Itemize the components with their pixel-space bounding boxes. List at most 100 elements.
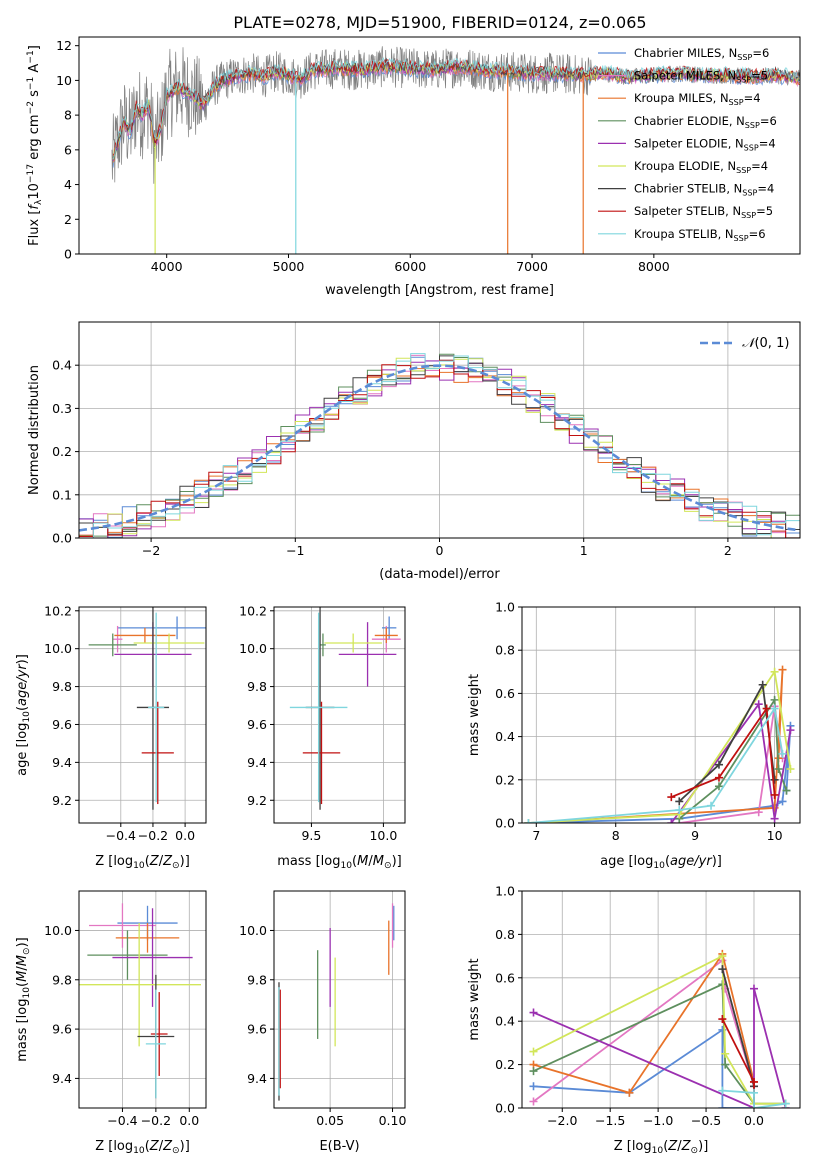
y-tick-label: 10.2 bbox=[239, 603, 267, 618]
y-tick-label: 0.2 bbox=[52, 444, 72, 459]
y-tick-label: 8 bbox=[64, 108, 72, 123]
y-tick-label: 10 bbox=[56, 73, 72, 88]
plot-area bbox=[111, 46, 800, 254]
y-tick-label: 10.0 bbox=[44, 923, 72, 938]
spectrum-panel: 4000 5000 6000 7000 8000 0 2 4 6 8 10 12 wavelength … bbox=[26, 36, 801, 298]
legend-label: Salpeter MILES, NSSP=5 bbox=[634, 69, 768, 85]
axes-frame bbox=[521, 606, 801, 824]
legend-label: Kroupa MILES, NSSP=4 bbox=[634, 91, 761, 107]
x-tick-label: 7000 bbox=[516, 259, 548, 274]
mass-weight-marker bbox=[770, 704, 779, 713]
mass-weight-marker bbox=[778, 797, 787, 806]
mass-weight-marker bbox=[718, 952, 727, 961]
y-tick-label: 0.4 bbox=[495, 1014, 515, 1029]
mass-weight-marker bbox=[675, 797, 684, 806]
mass-weight-line bbox=[533, 951, 755, 1094]
mass-weight-marker bbox=[675, 806, 684, 815]
mass-weight-marker bbox=[786, 765, 795, 773]
axes-frame bbox=[521, 890, 801, 1109]
y-tick-label: 0 bbox=[64, 247, 72, 262]
y-tick-label: 9.4 bbox=[52, 755, 72, 770]
y-tick-label: 9.6 bbox=[247, 1022, 267, 1037]
y-tick-label: 0.6 bbox=[495, 970, 515, 985]
legend-label: Salpeter STELIB, NSSP=5 bbox=[634, 204, 773, 220]
y-axis-label: Flux [fλ10−17 erg cm−2 s−1 A−1] bbox=[26, 45, 44, 246]
x-tick-label: 10 bbox=[767, 828, 783, 843]
y-tick-label: 0.8 bbox=[495, 927, 515, 942]
y-tick-label: 6 bbox=[64, 142, 72, 157]
plot-area bbox=[79, 903, 201, 1099]
y-tick-label: 12 bbox=[56, 38, 72, 53]
y-tick-label: 1.0 bbox=[495, 600, 515, 615]
mass-weight-marker bbox=[774, 765, 783, 773]
x-tick-label: 5000 bbox=[273, 259, 305, 274]
y-tick-label: 0.4 bbox=[495, 729, 515, 744]
mass-weight-line bbox=[670, 701, 792, 823]
y-tick-label: 9.4 bbox=[247, 755, 267, 770]
x-tick-label: 10.0 bbox=[369, 828, 397, 843]
y-tick-label: 0.6 bbox=[495, 686, 515, 701]
mass-weight-marker bbox=[529, 1047, 538, 1056]
mass-weight-marker bbox=[770, 790, 779, 799]
mass-weight-marker bbox=[786, 726, 795, 735]
y-tick-label: 9.8 bbox=[247, 972, 267, 987]
x-axis-label: Z [log10(Z/Z⊙)] bbox=[95, 854, 190, 871]
mass-weight-line bbox=[533, 982, 786, 1105]
x-tick-label: −1 bbox=[286, 543, 304, 558]
x-tick-label: 2 bbox=[724, 543, 732, 558]
mass-vs-ebv-panel: 0.05 0.10 9.4 9.6 9.8 10.0 E(B-V) bbox=[239, 890, 407, 1154]
x-tick-label: 9 bbox=[691, 828, 699, 843]
y-tick-label: 0.2 bbox=[495, 1057, 515, 1072]
mass-weight-marker bbox=[749, 1104, 758, 1108]
y-axis-label: mass weight bbox=[467, 958, 482, 1040]
age-vs-mass-panel: 9.5 10.0 9.2 9.4 9.6 9.8 10.0 10.2 mass [log10(M… bbox=[239, 603, 406, 871]
legend-label: Chabrier MILES, NSSP=6 bbox=[634, 46, 769, 62]
axes-frame bbox=[273, 606, 406, 824]
mass-weight-marker bbox=[718, 1015, 727, 1024]
x-tick-label: 0 bbox=[436, 543, 444, 558]
y-tick-label: 10.2 bbox=[44, 603, 72, 618]
mass-weight-marker bbox=[718, 1086, 727, 1095]
mass-weight-marker bbox=[781, 1099, 790, 1108]
mass-weight-marker bbox=[667, 793, 676, 802]
mass-weight-marker bbox=[524, 819, 533, 823]
mass-weight-line bbox=[528, 706, 784, 823]
x-tick-label: −0.2 bbox=[141, 1113, 171, 1128]
x-tick-label: 0.10 bbox=[379, 1113, 407, 1128]
mass-weight-marker bbox=[770, 667, 779, 676]
gridlines bbox=[522, 606, 800, 824]
mass-weight-vs-age-panel: 7 8 9 10 0.0 0.2 0.4 0.6 0.8 1.0 age [log10(age/yr… bbox=[467, 600, 801, 871]
mass-weight-marker bbox=[749, 1077, 758, 1086]
x-tick-label: 0.0 bbox=[179, 1113, 199, 1128]
y-tick-label: 9.8 bbox=[247, 679, 267, 694]
gridlines bbox=[274, 607, 405, 823]
mass-weight-marker bbox=[529, 1008, 538, 1017]
y-tick-label: 0.0 bbox=[52, 531, 72, 546]
x-tick-label: 7 bbox=[532, 828, 540, 843]
plot-area bbox=[88, 607, 206, 810]
x-tick-label: 8000 bbox=[638, 259, 670, 274]
mass-weight-line bbox=[533, 988, 787, 1108]
x-axis-label: Z [log10(Z/Z⊙)] bbox=[95, 1139, 190, 1156]
x-tick-label: −0.4 bbox=[107, 1113, 137, 1128]
x-tick-label: −1.0 bbox=[643, 1113, 673, 1128]
y-tick-label: 0.3 bbox=[52, 401, 72, 416]
y-tick-label: 2 bbox=[64, 212, 72, 227]
y-tick-label: 0.4 bbox=[52, 358, 72, 373]
y-tick-label: 1.0 bbox=[495, 884, 515, 899]
x-axis-label: (data-model)/error bbox=[379, 567, 500, 582]
y-tick-label: 9.2 bbox=[247, 793, 267, 808]
x-tick-label: −2.0 bbox=[547, 1113, 577, 1128]
y-tick-label: 0.2 bbox=[495, 772, 515, 787]
mass-weight-line bbox=[721, 968, 755, 1108]
y-tick-label: 10.0 bbox=[239, 923, 267, 938]
y-axis-label: mass [log10(M/M⊙)] bbox=[15, 937, 32, 1061]
mass-weight-marker bbox=[770, 775, 779, 784]
x-tick-label: −0.2 bbox=[138, 828, 168, 843]
x-tick-label: −0.4 bbox=[106, 828, 136, 843]
mass-weight-line bbox=[528, 669, 792, 823]
y-tick-label: 9.4 bbox=[52, 1071, 72, 1086]
mass-vs-metallicity-panel: −0.4 −0.2 0.0 9.4 9.6 9.8 10.0 Z [log10(Z/Z⊙)] m… bbox=[15, 890, 207, 1156]
mass-weight-line bbox=[528, 725, 792, 823]
mass-weight-marker bbox=[778, 749, 787, 758]
